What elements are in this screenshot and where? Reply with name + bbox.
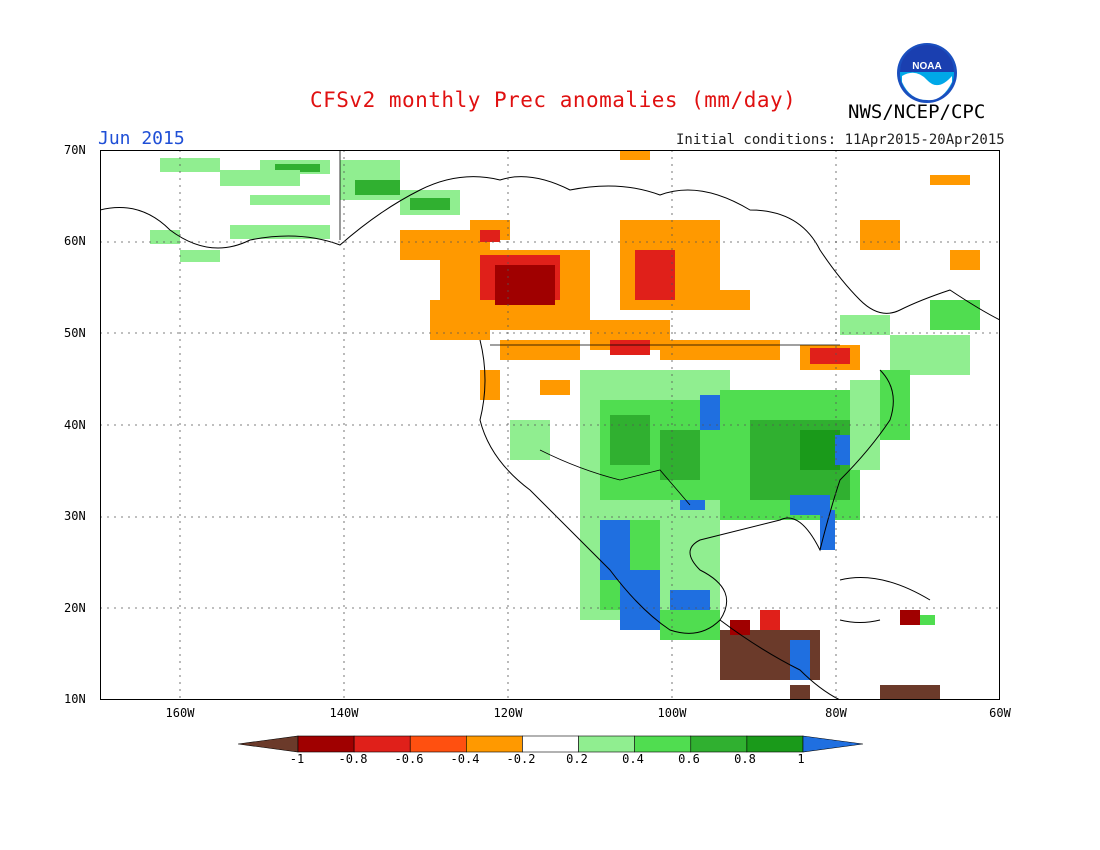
anomaly-cells [150,150,980,700]
noaa-logo-icon: NOAA [897,43,957,103]
colorbar-swatch [746,735,804,753]
colorbar-swatch [409,735,467,753]
lat-label: 20N [64,601,86,615]
colorbar-swatch [238,735,299,753]
lon-label: 140W [329,706,359,720]
colorbar-label: -0.4 [450,752,480,766]
colorbar-label: 0.6 [678,752,700,766]
lon-label: 80W [825,706,847,720]
anomaly-map [100,150,1000,700]
lon-label: 120W [493,706,523,720]
colorbar-swatch [353,735,411,753]
lon-label: 60W [989,706,1011,720]
lon-label: 160W [165,706,195,720]
colorbar-label: -0.6 [394,752,424,766]
lat-label: 50N [64,326,86,340]
logo-text: NOAA [912,61,941,72]
coastlines [100,176,1000,700]
colorbar-label: -1 [289,752,305,766]
colorbar-swatch [466,735,523,753]
lat-label: 10N [64,692,86,706]
colorbar-label: -0.8 [338,752,368,766]
colorbar-label: 0.2 [566,752,588,766]
colorbar-swatch [297,735,355,753]
colorbar-label: 0.8 [734,752,756,766]
colorbar [238,735,863,753]
colorbar-swatch [802,735,863,753]
lat-label: 30N [64,509,86,523]
initial-conditions: Initial conditions: 11Apr2015-20Apr2015 [676,132,1005,148]
colorbar-swatch [578,735,635,753]
lat-label: 70N [64,143,86,157]
lat-label: 60N [64,234,86,248]
colorbar-swatch [690,735,748,753]
colorbar-swatch [522,735,579,753]
colorbar-label: 1 [797,752,805,766]
political-borders [339,150,840,506]
lat-label: 40N [64,418,86,432]
agency-label: NWS/NCEP/CPC [848,101,986,123]
map-title: CFSv2 monthly Prec anomalies (mm/day) [310,88,797,112]
colorbar-label: 0.4 [622,752,644,766]
colorbar-label: -0.2 [506,752,536,766]
forecast-month: Jun 2015 [98,128,185,149]
lon-label: 100W [657,706,687,720]
graticule [100,150,1000,700]
colorbar-swatch [634,735,692,753]
